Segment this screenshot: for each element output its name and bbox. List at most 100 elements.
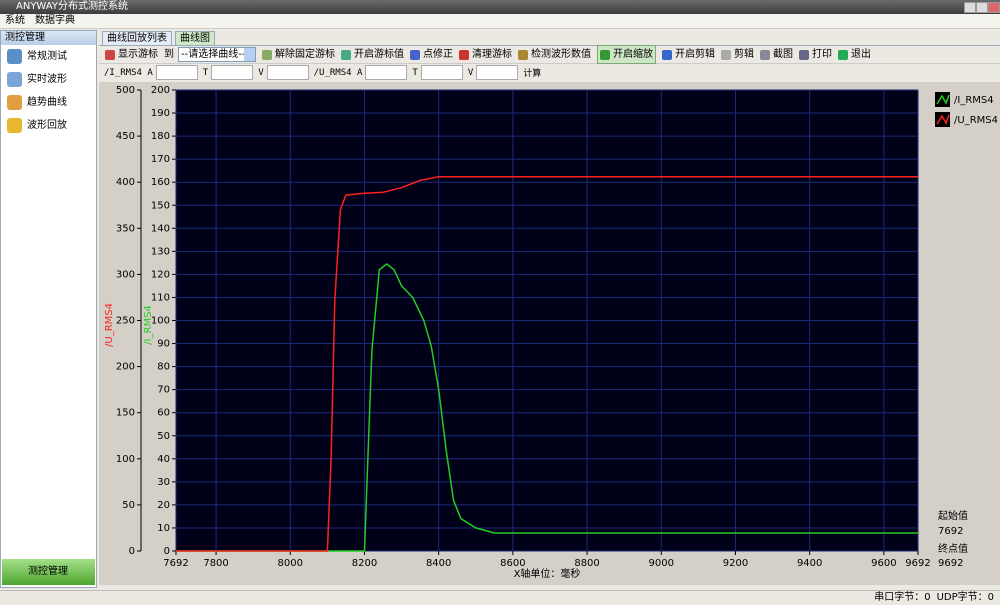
item-label: 波形回放 — [27, 120, 67, 131]
y-tick-label: 400 — [116, 177, 135, 188]
curve-select[interactable]: --请选择曲线-- — [178, 47, 256, 62]
x-tick-label: 9692 — [905, 558, 930, 569]
cursor-label: /U_RMS4 A — [313, 67, 363, 78]
x-tick-label: 9200 — [723, 558, 748, 569]
y2-tick-label: 120 — [151, 269, 170, 280]
y2-tick-label: 60 — [157, 408, 170, 419]
data-line — [176, 175, 918, 552]
y-tick-label: 0 — [129, 546, 135, 557]
button-label: 解除固定游标 — [275, 49, 335, 60]
sidebar-header: 测控管理 — [1, 31, 96, 45]
toolbar-button[interactable]: 检测波形数值 — [518, 46, 591, 63]
cursor-input[interactable] — [420, 65, 463, 80]
title-bar: ANYWAY分布式测控系统 — [0, 0, 1000, 14]
y2-tick-label: 180 — [151, 131, 170, 142]
toolbar-button[interactable]: 截图 — [760, 46, 793, 63]
button-label: 开启缩放 — [613, 49, 653, 60]
y2-tick-label: 130 — [151, 246, 170, 257]
toolbar-button[interactable]: 清理游标 — [459, 46, 512, 63]
data-line — [176, 263, 918, 552]
button-label: 开启剪辑 — [675, 49, 715, 60]
x-axis-label: X轴单位：毫秒 — [514, 567, 581, 580]
cursor-input[interactable] — [155, 65, 198, 80]
button-label: 截图 — [773, 49, 793, 60]
y2-tick-label: 20 — [157, 500, 170, 511]
legend-label: /U_RMS4 — [954, 115, 998, 126]
window-title: ANYWAY分布式测控系统 — [16, 1, 128, 12]
y2-tick-label: 40 — [157, 454, 170, 465]
sidebar-item[interactable]: 趋势曲线 — [1, 91, 96, 114]
button-label: 显示游标 — [118, 49, 158, 60]
sidebar-item[interactable]: 常规测试 — [1, 45, 96, 68]
x-tick-label: 8400 — [426, 558, 451, 569]
button-label: 检测波形数值 — [531, 49, 591, 60]
y-tick-label: 250 — [116, 316, 135, 327]
item-label: 常规测试 — [27, 51, 67, 62]
y2-tick-label: 70 — [157, 385, 170, 396]
x-tick-label: 9000 — [649, 558, 674, 569]
button-label: 打印 — [812, 49, 832, 60]
toolbar-button[interactable]: 开启缩放 — [597, 45, 656, 64]
y2-tick-label: 50 — [157, 431, 170, 442]
button-label: 剪辑 — [734, 49, 754, 60]
toolbar-button[interactable]: 开启剪辑 — [662, 46, 715, 63]
tab-bar: 曲线回放列表 曲线图 — [99, 31, 1000, 46]
close-button[interactable] — [988, 2, 1000, 13]
y-axis-label: /U_RMS4 — [104, 303, 115, 347]
side-info: 9692 — [938, 558, 963, 569]
y2-tick-label: 140 — [151, 223, 170, 234]
menu-bar: 系统 数据字典 — [0, 14, 1000, 29]
x-tick-label: 9400 — [797, 558, 822, 569]
item-label: 趋势曲线 — [27, 97, 67, 108]
toolbar-button[interactable]: 开启游标值 — [341, 46, 404, 63]
cursor-label: 计算 — [523, 69, 542, 79]
cursor-label: /I_RMS4 A — [104, 67, 153, 78]
y2-tick-label: 100 — [151, 316, 170, 327]
toolbar-button[interactable]: 退出 — [838, 46, 871, 63]
side-info: 7692 — [938, 526, 963, 537]
x-tick-label: 8800 — [574, 558, 599, 569]
x-tick-label: 7800 — [203, 558, 228, 569]
sidebar-footer[interactable]: 测控管理 — [2, 559, 95, 585]
cursor-input[interactable] — [266, 65, 309, 80]
menu-item[interactable]: 系统 — [5, 15, 25, 26]
side-info: 起始值 — [938, 509, 968, 522]
x-tick-label: 8600 — [500, 558, 525, 569]
select-label: --请选择曲线-- — [181, 49, 246, 60]
cursor-label: V — [467, 67, 474, 78]
y2-axis-label: /I_RMS4 — [143, 305, 154, 345]
chart-panel: 0 10 20 30 40 50 60 70 80 90 100 110 120 130 140 150 160… — [99, 82, 1000, 585]
button-label: 清理游标 — [472, 49, 512, 60]
tab[interactable]: 曲线回放列表 — [102, 31, 172, 45]
toolbar-button[interactable]: 剪辑 — [721, 46, 754, 63]
x-tick-label: 9600 — [871, 558, 896, 569]
x-tick-label: 8000 — [278, 558, 303, 569]
toolbar-button[interactable]: 显示游标 — [105, 46, 158, 63]
cursor-input[interactable] — [476, 65, 519, 80]
cursor-label: V — [258, 67, 264, 78]
maximize-button[interactable] — [976, 2, 988, 13]
cursor-input[interactable] — [211, 65, 254, 80]
menu-item[interactable]: 数据字典 — [35, 15, 75, 26]
toolbar-button[interactable]: 解除固定游标 — [262, 46, 335, 63]
x-tick-label: 8200 — [352, 558, 377, 569]
side-info: 终点值 — [938, 542, 968, 555]
sidebar-item[interactable]: 波形回放 — [1, 114, 96, 137]
y-tick-label: 350 — [116, 223, 135, 234]
toolbar-button[interactable]: 点修正 — [410, 46, 453, 63]
minimize-button[interactable] — [964, 2, 976, 13]
cursor-label: T — [202, 67, 209, 78]
tab[interactable]: 曲线图 — [175, 31, 215, 45]
toolbar-button[interactable]: 打印 — [799, 46, 832, 63]
status-bar: 串口字节：0 UDP字节：0 — [0, 590, 1000, 605]
y2-tick-label: 30 — [157, 477, 170, 488]
button-label: 开启游标值 — [354, 49, 404, 60]
toolbar: 显示游标 到 --请选择曲线-- 解除固定游标 开启游标值 点修正 清理游标 检测波形数… — [99, 45, 1000, 64]
y-tick-label: 500 — [116, 85, 135, 96]
sidebar-item[interactable]: 实时波形 — [1, 68, 96, 91]
status-text: 串口字节：0 — [874, 592, 931, 603]
y-tick-label: 100 — [116, 454, 135, 465]
legend-line — [936, 114, 950, 125]
cursor-input[interactable] — [365, 65, 408, 80]
